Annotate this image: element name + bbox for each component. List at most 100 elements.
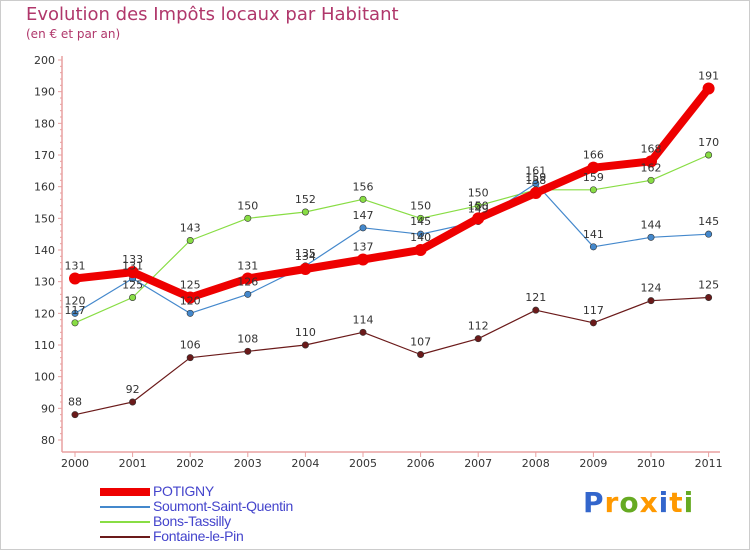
data-label: 170 (698, 136, 719, 149)
data-point (589, 186, 597, 194)
series-line-potigny (71, 84, 713, 302)
data-point (359, 328, 367, 336)
data-label: 149 (468, 203, 489, 216)
legend-label: Bons-Tassilly (153, 513, 231, 529)
data-point (186, 309, 194, 317)
data-point (129, 398, 137, 406)
data-label: 141 (583, 228, 604, 241)
data-label: 147 (353, 209, 374, 222)
data-label: 152 (295, 193, 316, 206)
x-tick-label: 2004 (291, 457, 319, 470)
series-line-fontaine-le-pin (74, 296, 710, 416)
data-point (647, 176, 655, 184)
data-label: 166 (583, 149, 604, 162)
data-point (417, 350, 425, 358)
x-tick-label: 2006 (407, 457, 435, 470)
logo-letter: P (583, 486, 605, 519)
data-label: 159 (525, 171, 546, 184)
data-label: 150 (468, 199, 489, 212)
data-label: 191 (698, 70, 719, 83)
data-label: 112 (468, 320, 489, 333)
data-label: 156 (353, 180, 374, 193)
data-point (417, 230, 425, 238)
data-label: 117 (65, 304, 86, 317)
data-point (71, 411, 79, 419)
logo-letter: x (639, 486, 659, 519)
y-tick-label: 100 (34, 371, 55, 384)
legend-label: Fontaine-le-Pin (153, 528, 244, 544)
data-point (702, 82, 715, 95)
x-tick-label: 2011 (695, 457, 723, 470)
x-tick-label: 2005 (349, 457, 377, 470)
data-point (589, 319, 597, 327)
legend-swatch-fontaine (100, 536, 150, 538)
data-point (244, 347, 252, 355)
data-label: 124 (641, 282, 662, 295)
logo-letter: i (683, 486, 695, 519)
y-tick-label: 120 (34, 307, 55, 320)
data-point (71, 319, 79, 327)
data-point (474, 335, 482, 343)
data-point (359, 195, 367, 203)
data-label: 117 (583, 304, 604, 317)
data-point (472, 212, 485, 225)
data-point (705, 230, 713, 238)
data-label: 125 (180, 279, 201, 292)
data-point (126, 266, 139, 279)
y-tick-label: 200 (34, 54, 55, 67)
data-label: 110 (295, 326, 316, 339)
data-label: 107 (410, 336, 431, 349)
y-tick-label: 170 (34, 149, 55, 162)
data-label: 168 (641, 142, 662, 155)
data-point (705, 151, 713, 159)
y-tick-label: 150 (34, 212, 55, 225)
data-point (705, 293, 713, 301)
data-label: 150 (237, 199, 258, 212)
x-tick-label: 2007 (464, 457, 492, 470)
data-point (244, 214, 252, 222)
data-point (71, 309, 79, 317)
data-label: 92 (126, 383, 140, 396)
data-point (69, 272, 81, 285)
data-point (532, 306, 540, 314)
series-line-bons-tassilly (74, 154, 710, 324)
y-tick-label: 90 (41, 402, 55, 415)
data-label: 140 (410, 231, 431, 244)
x-tick-label: 2008 (522, 457, 550, 470)
data-point (414, 244, 427, 256)
logo-letter: t (669, 486, 684, 519)
data-point (589, 243, 597, 251)
legend-swatch-potigny (100, 488, 150, 496)
data-label: 158 (525, 174, 546, 187)
data-point (184, 291, 197, 304)
x-tick-label: 2003 (234, 457, 262, 470)
data-point (647, 297, 655, 305)
x-tick-label: 2009 (579, 457, 607, 470)
x-tick-label: 2001 (119, 457, 147, 470)
data-point (301, 208, 309, 216)
legend-label: Soumont-Saint-Quentin (153, 498, 294, 514)
y-tick-label: 180 (34, 117, 55, 130)
data-label: 114 (353, 313, 374, 326)
data-point (241, 272, 254, 285)
data-label: 150 (468, 187, 489, 200)
data-point (417, 214, 425, 222)
chart-title: Evolution des Impôts locaux par Habitant (26, 4, 399, 25)
data-point (299, 263, 312, 275)
logo-letter: o (619, 486, 640, 519)
data-point (359, 224, 367, 232)
data-label: 120 (65, 294, 86, 307)
data-label: 108 (237, 332, 258, 345)
data-label: 135 (295, 247, 316, 260)
data-label: 125 (122, 279, 143, 292)
x-tick-label: 2002 (176, 457, 204, 470)
chart-subtitle: (en € et par an) (26, 27, 121, 41)
data-label: 145 (410, 215, 431, 228)
x-tick-label: 2010 (637, 457, 665, 470)
data-label: 121 (525, 291, 546, 304)
data-label: 162 (641, 161, 662, 174)
data-point (647, 233, 655, 241)
data-point (645, 155, 657, 168)
data-label: 134 (295, 250, 316, 263)
